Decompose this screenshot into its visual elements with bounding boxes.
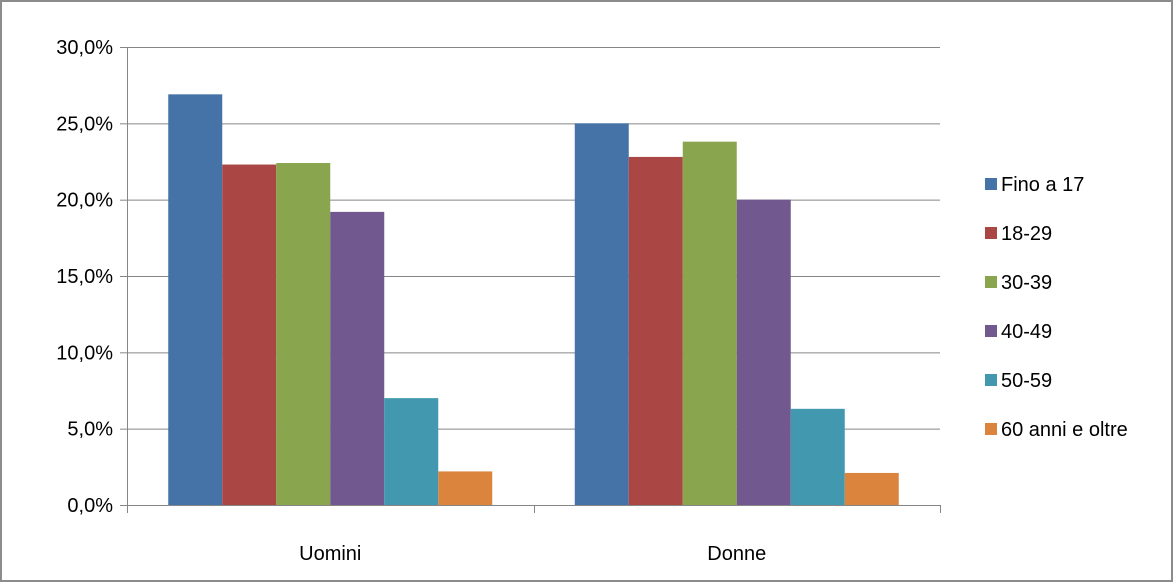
bar-0-5	[438, 471, 493, 505]
y-tick-label: 10,0%	[56, 342, 113, 364]
legend-label: 18-29	[1001, 223, 1052, 245]
legend: Fino a 17 18-29 30-39 40-49 50-59 60 anni e o…	[985, 174, 1128, 441]
legend-label: 30-39	[1001, 272, 1052, 294]
legend-swatch	[985, 227, 997, 239]
bars	[168, 94, 899, 506]
bar-1-5	[844, 472, 899, 505]
legend-label: 60 anni e oltre	[1001, 419, 1128, 441]
bar-0-2	[276, 163, 331, 505]
bar-0-4	[384, 398, 439, 505]
legend-label: 40-49	[1001, 321, 1052, 343]
category-label: Donne	[707, 543, 766, 565]
category-labels: Uomini Donne	[299, 543, 766, 565]
legend-swatch	[985, 374, 997, 386]
legend-label: Fino a 17	[1001, 174, 1084, 196]
bar-1-1	[628, 156, 683, 506]
y-tick-label: 5,0%	[67, 419, 113, 441]
legend-swatch	[985, 178, 997, 190]
y-tick-label: 20,0%	[56, 190, 113, 212]
legend-swatch	[985, 276, 997, 288]
axes	[120, 47, 941, 513]
bar-0-0	[168, 94, 223, 506]
y-tick-label: 30,0%	[56, 37, 113, 59]
bar-1-3	[736, 199, 791, 505]
legend-swatch	[985, 423, 997, 435]
legend-label: 50-59	[1001, 370, 1052, 392]
bar-1-2	[682, 141, 737, 506]
y-tick-label: 0,0%	[67, 495, 113, 517]
bar-1-0	[574, 123, 629, 505]
bar-0-1	[222, 164, 277, 505]
bar-1-4	[790, 408, 845, 505]
y-tick-labels: 0,0% 5,0% 10,0% 15,0% 20,0% 25,0% 30,0%	[56, 37, 113, 517]
bar-0-3	[330, 211, 385, 505]
legend-swatch	[985, 325, 997, 337]
category-label: Uomini	[299, 543, 361, 565]
y-tick-label: 15,0%	[56, 266, 113, 288]
y-tick-label: 25,0%	[56, 113, 113, 135]
